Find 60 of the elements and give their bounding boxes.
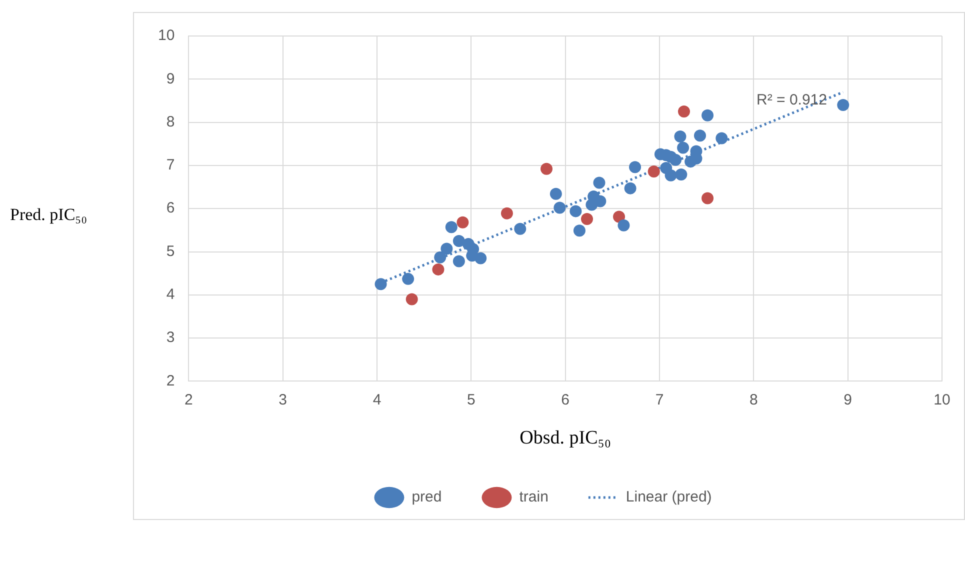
x-tick-label: 9	[844, 391, 852, 408]
point	[624, 182, 636, 194]
x-tick-label: 6	[561, 391, 570, 408]
point	[573, 224, 586, 237]
x-tick-label: 3	[278, 391, 288, 408]
x-tick-label: 5	[467, 391, 476, 408]
point	[500, 207, 513, 220]
y-tick-label: 9	[166, 70, 175, 88]
y-tick-label: 4	[166, 286, 175, 304]
x-tick-label: 7	[655, 391, 664, 408]
point	[550, 188, 562, 200]
y-tick-label: 7	[166, 156, 175, 174]
y-tick-label: 5	[166, 242, 175, 260]
point	[837, 99, 850, 112]
point	[570, 205, 582, 218]
x-tick-label: 8	[750, 391, 758, 408]
point	[456, 216, 469, 228]
legend-label: train	[519, 488, 548, 506]
x-tick-label: 4	[372, 391, 382, 408]
legend-label: Linear (pred)	[626, 488, 712, 506]
point	[581, 212, 593, 225]
point	[664, 169, 677, 182]
point	[452, 234, 465, 247]
point	[452, 255, 465, 268]
y-tick-label: 2	[166, 372, 175, 390]
annotation: R² = 0.912	[756, 92, 827, 109]
point	[434, 251, 446, 264]
point	[716, 132, 728, 144]
y-tick-label: 8	[166, 113, 175, 130]
point	[402, 272, 414, 285]
point	[540, 162, 553, 175]
point	[613, 210, 626, 223]
x-tick-label: 2	[184, 391, 193, 408]
point	[432, 263, 444, 276]
point	[554, 202, 566, 214]
point	[618, 219, 630, 232]
point	[445, 221, 458, 234]
point	[374, 278, 387, 290]
point	[474, 252, 487, 264]
x-axis-title: Obsd. pIC₅₀	[520, 428, 612, 449]
point	[677, 142, 690, 154]
point	[514, 222, 526, 235]
y-tick-label: 10	[158, 27, 175, 44]
y-tick-label: 3	[166, 329, 175, 346]
point	[702, 109, 714, 122]
y-tick-label: 6	[166, 200, 175, 217]
point	[674, 130, 686, 143]
point	[694, 130, 706, 142]
point	[702, 192, 714, 204]
legend-label: pred	[412, 488, 442, 506]
point	[670, 154, 682, 166]
point	[675, 168, 688, 181]
point	[440, 242, 453, 255]
x-tick-label: 10	[934, 391, 950, 408]
point	[406, 293, 418, 306]
point	[648, 165, 660, 178]
point	[629, 161, 642, 174]
y-axis-title: Pred. pIC₅₀	[10, 205, 88, 225]
point	[593, 176, 606, 189]
point	[678, 106, 690, 118]
